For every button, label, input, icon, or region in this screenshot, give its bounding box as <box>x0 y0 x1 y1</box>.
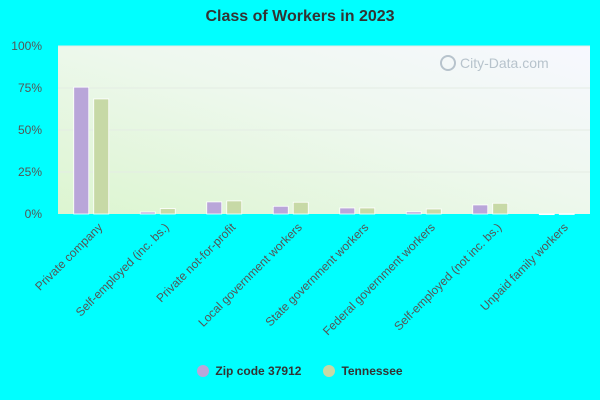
legend-label-state: Tennessee <box>341 364 403 378</box>
bar-zip <box>139 211 156 215</box>
x-tick-label: Federal government workers <box>320 220 438 338</box>
bar-state <box>226 200 243 215</box>
y-tick-label: 0% <box>25 207 43 221</box>
bar-state <box>159 208 176 215</box>
bar-state <box>93 98 110 215</box>
chart-title: Class of Workers in 2023 <box>205 8 395 25</box>
bar-state <box>292 201 309 215</box>
legend: Zip code 37912 Tennessee <box>0 364 600 378</box>
legend-swatch-zip <box>197 365 210 377</box>
legend-label-zip: Zip code 37912 <box>215 364 302 378</box>
legend-swatch-state <box>323 365 336 377</box>
legend-item-zip: Zip code 37912 <box>197 364 301 378</box>
bar-zip <box>272 205 289 215</box>
bar-state <box>492 202 509 215</box>
bar-zip <box>538 213 555 216</box>
x-tick-label: Private company <box>32 220 105 293</box>
magnifier-icon <box>440 55 456 71</box>
watermark-text: City-Data.com <box>460 55 549 71</box>
legend-item-state: Tennessee <box>323 364 403 378</box>
bar-zip <box>73 86 90 215</box>
watermark: City-Data.com <box>440 55 549 71</box>
y-tick-label: 25% <box>18 165 42 179</box>
bar-state <box>359 207 376 215</box>
bar-zip <box>472 204 489 215</box>
bar-state <box>558 213 575 215</box>
x-tick-label: Self-employed (not inc. bs.) <box>391 220 504 333</box>
y-tick-label: 100% <box>11 39 42 53</box>
bar-state <box>425 208 442 215</box>
bar-zip <box>405 211 422 215</box>
y-tick-label: 50% <box>18 123 42 137</box>
bar-zip <box>339 207 356 215</box>
y-tick-label: 75% <box>18 81 42 95</box>
bar-zip <box>206 201 223 215</box>
